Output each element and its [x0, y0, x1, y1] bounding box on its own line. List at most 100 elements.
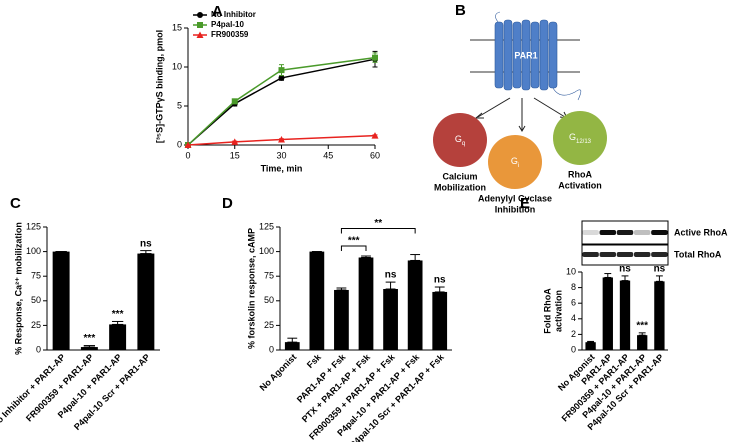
y-tick-label: 25 [264, 320, 274, 330]
marker [371, 132, 379, 139]
panel-label: C [10, 195, 21, 212]
y-tick-label: 10 [566, 266, 576, 276]
y-tick-label: 125 [26, 221, 41, 231]
y-tick-label: 100 [259, 246, 274, 256]
y-tick-label: 25 [31, 320, 41, 330]
x-tick-label: 45 [323, 150, 333, 160]
bracket [340, 245, 367, 252]
bar [52, 251, 70, 350]
subscript: 12/13 [576, 139, 592, 145]
marker [196, 31, 204, 38]
symbol: G [569, 132, 576, 142]
bar [334, 289, 349, 350]
g-protein [433, 113, 487, 167]
subscript: i [518, 163, 519, 169]
x-tick-label: 15 [230, 150, 240, 160]
y-tick-label: 0 [177, 139, 182, 149]
g-protein-label: G12/13 [569, 132, 592, 144]
significance: ns [619, 264, 631, 275]
bar [619, 280, 631, 350]
bar [585, 342, 596, 350]
marker [197, 12, 203, 18]
receptor-label: PAR1 [514, 50, 537, 60]
y-tick-label: 50 [264, 295, 274, 305]
bar [602, 277, 613, 350]
band [616, 230, 634, 235]
caption: Calcium [442, 171, 477, 181]
receptor [494, 11, 582, 101]
bar [654, 281, 665, 350]
bar [137, 253, 155, 350]
band [651, 252, 668, 257]
line [187, 58, 376, 146]
band [582, 230, 599, 235]
y-tick-label: 4 [571, 313, 576, 323]
bar [109, 324, 127, 350]
significance: ns [140, 238, 152, 249]
caption: Inhibition [495, 204, 536, 214]
significance: ns [654, 264, 666, 275]
line [187, 134, 376, 146]
arrows [474, 97, 568, 132]
legend-label: P4pal-10 [211, 20, 244, 29]
bar [637, 335, 648, 350]
y-axis-label: % Response, Ca²⁺ mobilization [13, 222, 23, 355]
x-tick-label: 0 [185, 150, 190, 160]
y-tick-label: 10 [172, 61, 182, 71]
marker [278, 67, 285, 74]
caption: Mobilization [434, 182, 486, 192]
marker [372, 54, 378, 61]
caption: Adenylyl Cyclase [478, 193, 552, 203]
bar [284, 342, 300, 350]
y-tick-label: 6 [571, 298, 576, 308]
marker [278, 74, 285, 81]
legend-label: FR900359 [211, 30, 249, 39]
marker [197, 22, 203, 28]
g-protein-label: Gi [511, 156, 519, 168]
g-protein-label: Gq [455, 134, 465, 146]
bracket-label: ** [374, 218, 382, 229]
marker [278, 136, 285, 143]
y-axis-label: % forskolin response, cAMP [246, 228, 256, 349]
g-protein [553, 111, 607, 165]
bar [432, 291, 448, 350]
y-tick-label: 15 [172, 22, 182, 32]
band [616, 252, 634, 257]
y-tick-label: 100 [26, 246, 41, 256]
significance: ns [385, 270, 397, 281]
y-tick-label: 0 [571, 344, 576, 354]
panel-label: E [520, 195, 530, 212]
y-tick-label: 75 [264, 271, 274, 281]
x-tick-label: No Agonist [258, 352, 299, 393]
marker [231, 138, 239, 145]
significance: ns [434, 275, 446, 286]
y-tick-label: 75 [31, 271, 41, 281]
bar [80, 347, 98, 350]
x-tick-label: 60 [370, 150, 380, 160]
y-axis-label: Fold RhoA [542, 288, 552, 334]
bracket-label: *** [348, 236, 360, 247]
band [599, 252, 617, 257]
y-tick-label: 2 [571, 329, 576, 339]
y-tick-label: 0 [36, 344, 41, 354]
x-tick-label: Fsk [305, 351, 324, 370]
y-tick-label: 8 [571, 282, 576, 292]
significance: *** [84, 333, 96, 344]
symbol: G [455, 134, 462, 144]
panel-label: B [455, 2, 466, 19]
panel-label: D [222, 195, 233, 212]
y-tick-label: 0 [269, 344, 274, 354]
significance: *** [636, 320, 648, 331]
marker [231, 98, 238, 105]
y-axis-label: activation [553, 290, 563, 332]
g-protein [488, 135, 542, 189]
y-tick-label: 50 [31, 295, 41, 305]
caption: RhoA [568, 169, 592, 179]
bar [383, 288, 398, 350]
x-axis-label: Time, min [261, 163, 303, 173]
band [651, 230, 668, 235]
blot-label: Active RhoA [674, 227, 728, 237]
x-tick-label: 30 [276, 150, 286, 160]
significance: *** [112, 309, 124, 320]
caption: Activation [558, 180, 602, 190]
